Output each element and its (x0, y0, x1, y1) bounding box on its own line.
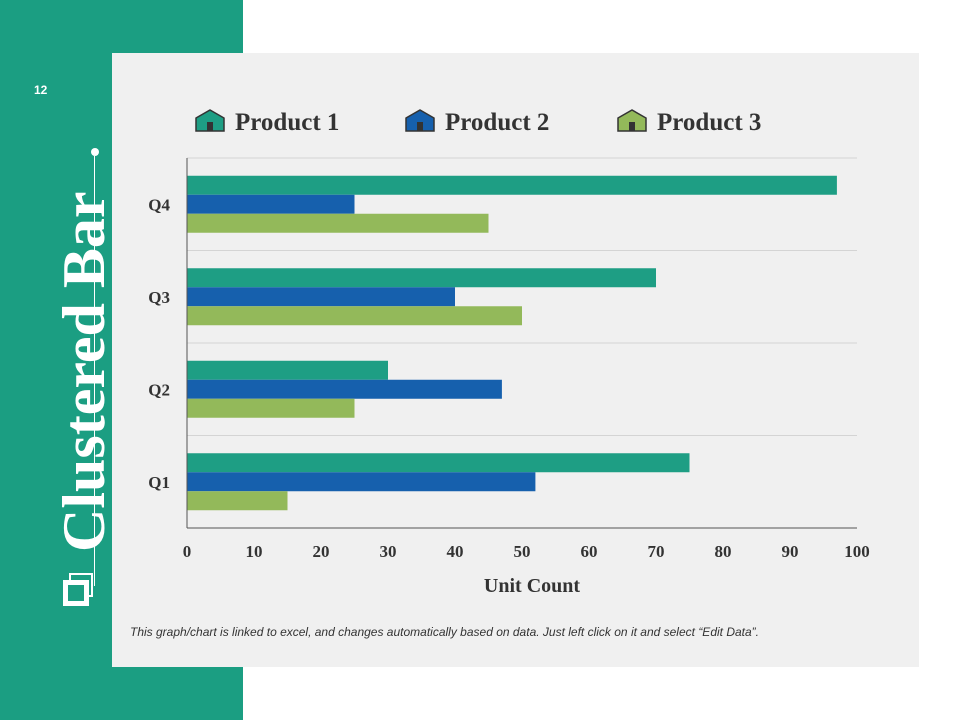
x-tick-label: 100 (844, 542, 870, 561)
x-tick-label: 90 (782, 542, 799, 561)
x-tick-label: 70 (648, 542, 665, 561)
bar-product-2-q4 (187, 194, 355, 214)
legend-door-icon (417, 122, 423, 131)
decorative-line (94, 156, 95, 586)
y-tick-label: Q3 (148, 288, 170, 307)
x-tick-label: 50 (514, 542, 531, 561)
axes: Q1 Q2 Q3 Q4 0 10 20 30 40 50 60 70 80 90 100 (148, 158, 870, 561)
legend-door-icon (207, 122, 213, 131)
x-tick-label: 20 (313, 542, 330, 561)
bar-product-1-q4 (187, 175, 837, 195)
x-tick-label: 30 (380, 542, 397, 561)
bars (187, 175, 837, 511)
legend: Product 1 Product 2 Product 3 (195, 109, 761, 136)
bar-product-2-q3 (187, 287, 455, 307)
y-tick-label: Q2 (148, 380, 170, 399)
x-tick-label: 40 (447, 542, 464, 561)
legend-item-product-2: Product 2 (405, 109, 549, 136)
x-tick-label: 80 (715, 542, 732, 561)
bar-product-1-q1 (187, 453, 690, 473)
x-tick-label: 0 (183, 542, 192, 561)
bar-product-3-q4 (187, 213, 489, 233)
bar-product-1-q2 (187, 360, 388, 380)
bar-product-3-q1 (187, 491, 288, 511)
legend-box-icon (617, 109, 647, 132)
slide-number: 12 (34, 83, 48, 97)
decorative-dot (91, 148, 99, 156)
chart-panel (112, 53, 919, 667)
legend-box-icon (195, 109, 225, 132)
bar-product-1-q3 (187, 268, 656, 288)
legend-item-product-1: Product 1 (195, 109, 339, 136)
bar-product-2-q1 (187, 472, 536, 492)
x-axis-title: Unit Count (484, 575, 580, 597)
decorative-square (63, 580, 89, 606)
legend-label: Product 2 (445, 109, 549, 136)
y-tick-label: Q4 (148, 195, 170, 214)
gridlines (187, 157, 857, 436)
bar-product-3-q2 (187, 398, 355, 418)
bar-product-3-q3 (187, 306, 522, 326)
legend-label: Product 3 (657, 109, 761, 136)
x-tick-label: 10 (246, 542, 263, 561)
bar-product-2-q2 (187, 379, 502, 399)
legend-box-icon (405, 109, 435, 132)
legend-item-product-3: Product 3 (617, 109, 761, 136)
legend-door-icon (629, 122, 635, 131)
x-tick-label: 60 (581, 542, 598, 561)
y-tick-label: Q1 (148, 473, 170, 492)
footnote: This graph/chart is linked to excel, and… (130, 625, 759, 639)
legend-label: Product 1 (235, 109, 339, 136)
